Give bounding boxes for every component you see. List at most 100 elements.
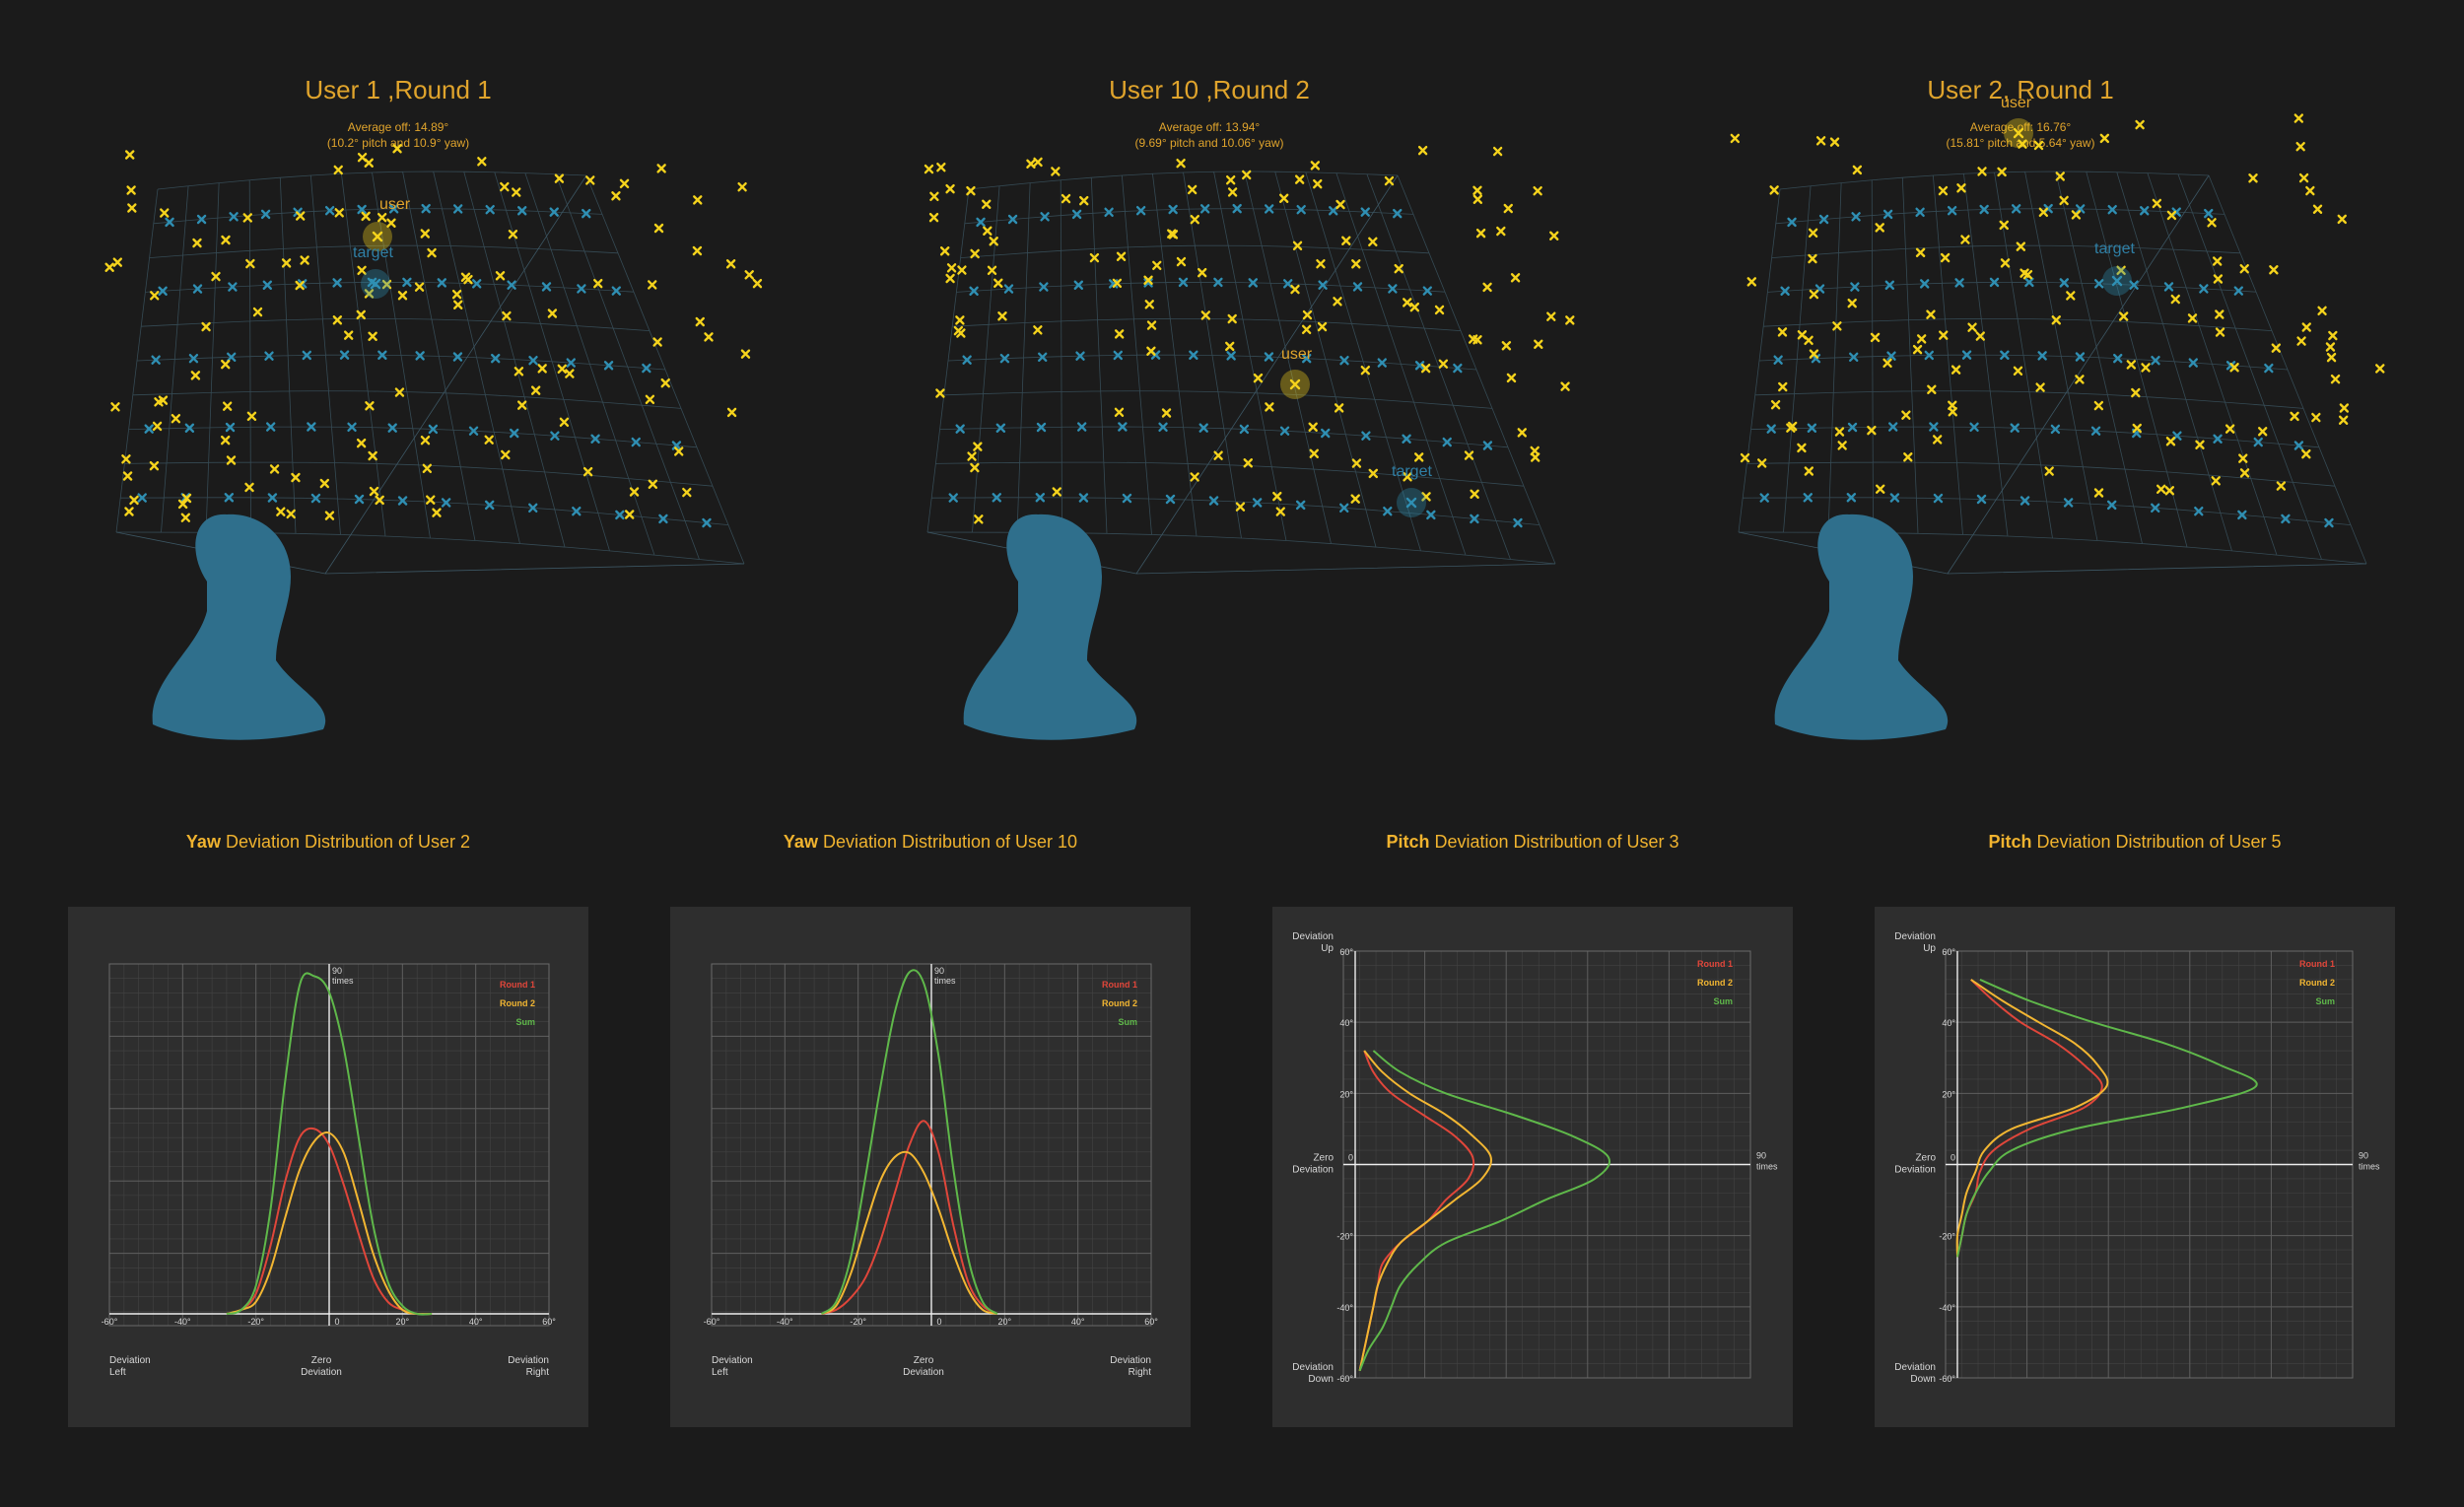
user-marker [1847, 298, 1857, 308]
chart-4: Pitch Deviation Distribution of User 5 90… [1875, 832, 2395, 1427]
user-marker [333, 165, 343, 175]
user-marker [2165, 437, 2176, 446]
user-marker [1334, 403, 1344, 413]
user-marker [453, 300, 463, 309]
user-marker [500, 181, 510, 192]
target-marker [2019, 496, 2030, 506]
target-marker [377, 350, 387, 360]
user-marker [2337, 214, 2347, 225]
user-marker [2187, 313, 2198, 323]
user-marker [1797, 443, 1807, 453]
legend-item: Round 2 [1697, 978, 1733, 988]
user-marker [1534, 339, 1543, 349]
target-marker [2213, 434, 2223, 444]
user-marker [2132, 423, 2142, 434]
target-marker-selected [1405, 497, 1417, 509]
user-marker [695, 316, 705, 327]
user-marker [244, 482, 254, 493]
user-marker [2375, 364, 2385, 374]
legend-item: Sum [515, 1017, 535, 1027]
user-marker [1977, 167, 1987, 176]
target-marker [2037, 351, 2047, 361]
user-marker [2059, 195, 2069, 206]
user-marker [368, 450, 377, 461]
target-marker [1482, 441, 1493, 450]
head-model [963, 514, 1137, 740]
user-marker [1033, 157, 1043, 168]
chart-3: Pitch Deviation Distribution of User 3 90… [1272, 832, 1793, 1427]
target-marker [1360, 207, 1370, 217]
target-marker [415, 351, 425, 361]
user-marker [1808, 228, 1818, 239]
target-marker [1961, 350, 1972, 360]
target-marker [1078, 493, 1089, 503]
user-marker [2298, 172, 2309, 183]
user-marker [939, 246, 950, 256]
user-marker [1501, 341, 1512, 351]
chart-title: Yaw Deviation Distribution of User 10 [784, 832, 1077, 852]
target-marker [332, 278, 342, 288]
target-marker [137, 493, 147, 503]
max-count-label: 90 [1756, 1151, 1766, 1161]
target-marker [2011, 204, 2021, 214]
user-marker [1517, 428, 1527, 438]
user-marker [2156, 484, 2166, 494]
user-marker [361, 211, 371, 222]
user-marker [2328, 330, 2338, 341]
user-marker [1333, 297, 1342, 307]
user-marker [645, 394, 655, 404]
user-marker [554, 173, 565, 183]
user-marker [1265, 402, 1274, 412]
user-marker [1227, 187, 1238, 197]
target-marker [1414, 361, 1425, 371]
user-marker [1434, 305, 1445, 315]
user-marker [1089, 252, 1100, 263]
target-marker [2204, 208, 2214, 219]
target-marker [2113, 353, 2123, 364]
target-marker [1947, 205, 1957, 216]
average-off-text: Average off: 13.94° [1159, 120, 1261, 134]
user-marker [211, 271, 221, 282]
y-tick-label: 0 [1348, 1153, 1353, 1163]
user-marker [1875, 223, 1884, 233]
target-marker [2233, 286, 2243, 296]
user-marker [1829, 137, 1840, 147]
user-marker [1341, 236, 1351, 245]
user-label: user [379, 196, 411, 213]
user-marker [704, 332, 714, 342]
user-marker [1200, 310, 1211, 320]
target-marker [611, 286, 621, 296]
x-tick-label: 60° [1144, 1317, 1158, 1327]
target-label: target [2094, 240, 2135, 257]
user-marker [357, 152, 368, 163]
target-marker [1886, 351, 1896, 361]
axis-center-label: Zero [311, 1355, 332, 1366]
user-marker [1360, 365, 1371, 376]
target-marker [1165, 494, 1176, 505]
user-marker [1975, 331, 1985, 341]
user-marker [1932, 435, 1943, 445]
user-marker [1167, 229, 1177, 239]
user-marker [1292, 240, 1303, 251]
user-marker [1227, 313, 1237, 324]
user-marker [611, 191, 621, 201]
user-marker [973, 442, 983, 451]
y-tick-label: -40° [1939, 1303, 1955, 1313]
user-marker [2258, 427, 2268, 437]
user-marker [1948, 400, 1957, 410]
axis-top-label: Deviation [1894, 931, 1936, 942]
user-marker [989, 237, 998, 246]
target-marker [1929, 422, 1939, 432]
axis-center-label-2: Deviation [1894, 1165, 1936, 1176]
y-tick-label: -60° [1939, 1374, 1955, 1384]
user-marker [648, 280, 657, 290]
target-marker [485, 204, 495, 215]
target-marker [1039, 282, 1049, 292]
target-marker [1847, 422, 1858, 433]
user-marker [110, 402, 120, 412]
y-tick-label: 20° [1339, 1089, 1353, 1099]
user-marker [2296, 336, 2306, 346]
user-marker [935, 388, 945, 398]
legend-item: Round 2 [2299, 978, 2335, 988]
user-marker [1506, 373, 1517, 383]
